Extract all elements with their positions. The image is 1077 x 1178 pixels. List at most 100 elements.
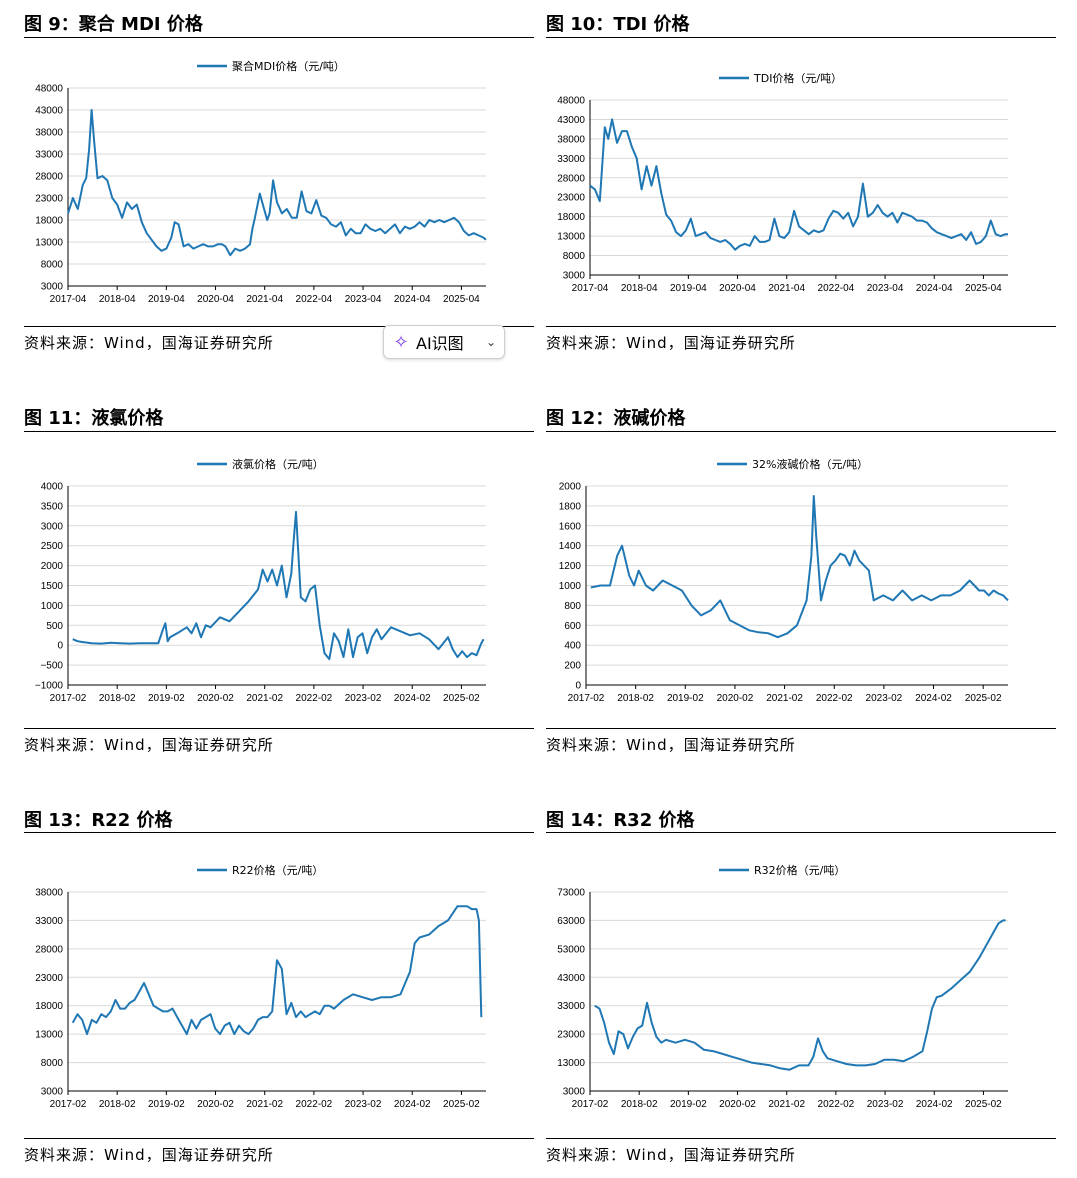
source-rule <box>546 728 1056 729</box>
series-line <box>72 510 485 661</box>
x-tick-label: 2018-02 <box>621 1099 658 1110</box>
x-tick-label: 2025-02 <box>443 1099 480 1110</box>
y-tick-label: 3000 <box>41 521 64 532</box>
x-tick-label: 2019-02 <box>148 693 185 704</box>
x-tick-label: 2023-02 <box>345 693 382 704</box>
y-tick-label: 200 <box>564 661 581 672</box>
source-rule <box>24 1138 534 1139</box>
figure-title: 图 9：聚合 MDI 价格 <box>24 14 203 35</box>
x-tick-label: 2019-02 <box>667 693 704 704</box>
title-rule <box>546 37 1056 38</box>
series-line <box>590 495 1009 639</box>
figure-title: 图 11：液氯价格 <box>24 408 164 429</box>
y-tick-label: 28000 <box>35 172 63 183</box>
y-tick-label: 8000 <box>41 1058 64 1069</box>
x-tick-label: 2022-02 <box>296 693 333 704</box>
x-tick-label: 2018-02 <box>99 693 136 704</box>
ai-recognize-label: AI识图 <box>416 334 464 353</box>
x-tick-label: 2024-02 <box>394 1099 431 1110</box>
x-tick-label: 2020-04 <box>719 283 756 294</box>
x-tick-label: 2017-02 <box>50 693 87 704</box>
source-rule <box>24 728 534 729</box>
x-tick-label: 2019-02 <box>148 1099 185 1110</box>
x-tick-label: 2022-02 <box>816 693 853 704</box>
y-tick-label: 2000 <box>559 482 582 493</box>
x-tick-label: 2018-02 <box>617 693 654 704</box>
series-line <box>67 109 487 257</box>
x-tick-label: 2018-04 <box>99 294 136 305</box>
y-tick-label: 1000 <box>559 581 582 592</box>
x-tick-label: 2017-02 <box>572 1099 609 1110</box>
chart-r22: 3000 8000 13000 18000 23000 28000 33000 38000 20… <box>35 863 486 1110</box>
y-tick-label: 1500 <box>41 581 64 592</box>
y-tick-label: 1000 <box>41 601 64 612</box>
sparkle-icon: ✧ <box>393 331 409 353</box>
x-tick-label: 2019-04 <box>670 283 707 294</box>
y-tick-label: 1400 <box>559 541 582 552</box>
y-tick-label: 33000 <box>557 154 585 165</box>
y-tick-label: 18000 <box>35 216 63 227</box>
chart-r32: 3000 13000 23000 33000 43000 53000 63000 73000 2… <box>557 863 1008 1110</box>
figure-title: 图 14：R32 价格 <box>546 810 695 831</box>
y-tick-label: 4000 <box>41 482 64 493</box>
y-tick-label: 600 <box>564 621 581 632</box>
source-note: 资料来源：Wind，国海证券研究所 <box>24 736 274 754</box>
y-tick-label: 43000 <box>557 115 585 126</box>
x-tick-label: 2022-04 <box>818 283 855 294</box>
x-tick-label: 2020-02 <box>197 1099 234 1110</box>
y-tick-label: 3000 <box>563 271 586 282</box>
y-tick-label: 13000 <box>35 1030 63 1041</box>
y-tick-label: 18000 <box>35 1001 63 1012</box>
series-line <box>589 118 1008 251</box>
x-tick-label: 2019-02 <box>670 1099 707 1110</box>
y-tick-label: 43000 <box>35 106 63 117</box>
x-tick-label: 2024-02 <box>916 1099 953 1110</box>
chart-liquid-chlorine: −1000 −500 0 500 1000 1500 2000 2500 3000 3500 400… <box>35 457 486 704</box>
y-tick-label: 2500 <box>41 541 64 552</box>
chevron-down-icon[interactable]: ⌄ <box>485 335 496 349</box>
x-tick-label: 2017-02 <box>50 1099 87 1110</box>
y-tick-label: 18000 <box>557 212 585 223</box>
y-tick-label: 1800 <box>559 501 582 512</box>
x-tick-label: 2024-04 <box>916 283 953 294</box>
y-tick-label: 8000 <box>41 260 64 271</box>
x-tick-label: 2021-02 <box>246 693 283 704</box>
y-tick-label: 800 <box>564 601 581 612</box>
legend-label: 32%液碱价格（元/吨） <box>752 457 868 471</box>
y-tick-label: 23000 <box>557 1030 585 1041</box>
source-rule <box>546 326 1056 327</box>
source-note: 资料来源：Wind，国海证券研究所 <box>24 334 274 352</box>
series-line <box>71 905 483 1036</box>
y-tick-label: 38000 <box>557 134 585 145</box>
y-tick-label: 1200 <box>559 561 582 572</box>
chart-mdi: 3000 8000 13000 18000 23000 28000 33000 38000 43… <box>35 59 487 305</box>
title-rule <box>546 832 1056 833</box>
y-tick-label: 500 <box>46 621 63 632</box>
figure-title: 图 10：TDI 价格 <box>546 14 690 35</box>
legend-label: 聚合MDI价格（元/吨） <box>232 59 345 73</box>
y-tick-label: 23000 <box>35 194 63 205</box>
y-tick-label: 33000 <box>35 916 63 927</box>
source-note: 资料来源：Wind，国海证券研究所 <box>546 334 796 352</box>
x-tick-label: 2025-04 <box>965 283 1002 294</box>
ai-recognize-button[interactable]: ✧ AI识图 ⌄ <box>383 325 505 359</box>
y-tick-label: −1000 <box>35 681 64 692</box>
x-tick-label: 2023-04 <box>867 283 904 294</box>
y-tick-label: 1600 <box>559 521 582 532</box>
x-tick-label: 2023-02 <box>867 1099 904 1110</box>
figure-title: 图 12：液碱价格 <box>546 408 686 429</box>
y-tick-label: 73000 <box>557 888 585 899</box>
x-tick-label: 2024-02 <box>915 693 952 704</box>
y-tick-label: 38000 <box>35 888 63 899</box>
x-tick-label: 2020-02 <box>717 693 754 704</box>
y-tick-label: 33000 <box>557 1001 585 1012</box>
figure-title: 图 13：R22 价格 <box>24 810 173 831</box>
x-tick-label: 2022-04 <box>296 294 333 305</box>
y-tick-label: 0 <box>57 641 63 652</box>
y-tick-label: 48000 <box>557 96 585 107</box>
x-tick-label: 2021-04 <box>768 283 805 294</box>
x-tick-label: 2021-02 <box>246 1099 283 1110</box>
y-tick-label: 28000 <box>35 944 63 955</box>
legend-label: TDI价格（元/吨） <box>753 71 842 85</box>
y-tick-label: 2000 <box>41 561 64 572</box>
